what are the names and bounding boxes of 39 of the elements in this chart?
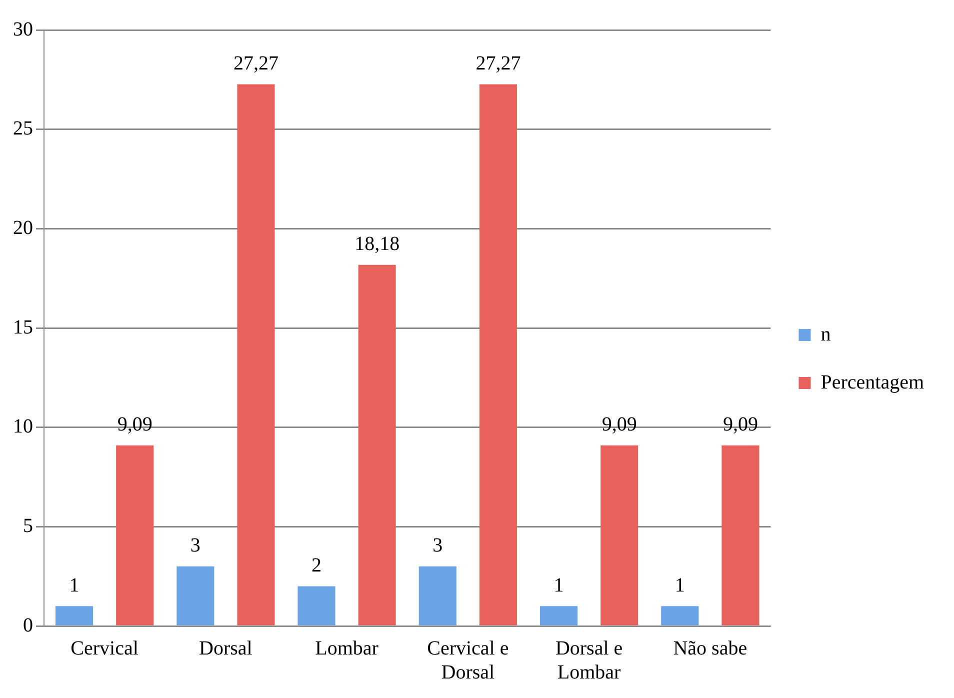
bar <box>479 84 517 626</box>
y-tick-label: 10 <box>13 416 33 438</box>
bar <box>176 566 214 626</box>
data-label: 1 <box>69 574 80 596</box>
bar <box>722 445 760 626</box>
bar <box>600 445 638 626</box>
data-label: 3 <box>190 534 200 557</box>
y-tick-label: 30 <box>13 18 33 40</box>
legend-label: Percentagem <box>820 371 924 394</box>
x-tick-label: Dorsal <box>199 637 253 660</box>
data-label: 1 <box>554 574 564 596</box>
data-label: 9,09 <box>117 414 152 436</box>
data-label: 9,09 <box>602 414 637 436</box>
data-label: 27,27 <box>476 52 521 74</box>
x-tick-label: Cervical e Dorsal <box>427 637 509 684</box>
bar <box>116 445 154 626</box>
x-tick-label: Lombar <box>315 637 379 660</box>
bar <box>56 606 94 626</box>
data-label: 18,18 <box>354 233 400 256</box>
bar <box>540 606 578 626</box>
data-label: 9,09 <box>722 414 758 436</box>
data-label: 3 <box>432 534 443 557</box>
data-label: 2 <box>312 554 322 577</box>
bar <box>418 566 456 626</box>
x-tick-label: Cervical <box>70 637 139 660</box>
y-tick-label: 0 <box>23 614 33 636</box>
x-tick-label: Não sabe <box>673 637 748 660</box>
legend-label: n <box>820 323 831 346</box>
y-tick-label: 25 <box>13 118 33 140</box>
data-label: 27,27 <box>233 52 278 74</box>
y-tick-label: 5 <box>23 514 33 537</box>
x-tick-label: Dorsal e Lombar <box>555 637 623 684</box>
data-label: 1 <box>674 574 685 596</box>
y-tick-label: 15 <box>13 316 33 338</box>
bar <box>298 586 336 626</box>
bar <box>237 84 275 626</box>
bar <box>661 606 699 626</box>
bar <box>358 264 396 626</box>
y-tick-label: 20 <box>13 216 33 239</box>
